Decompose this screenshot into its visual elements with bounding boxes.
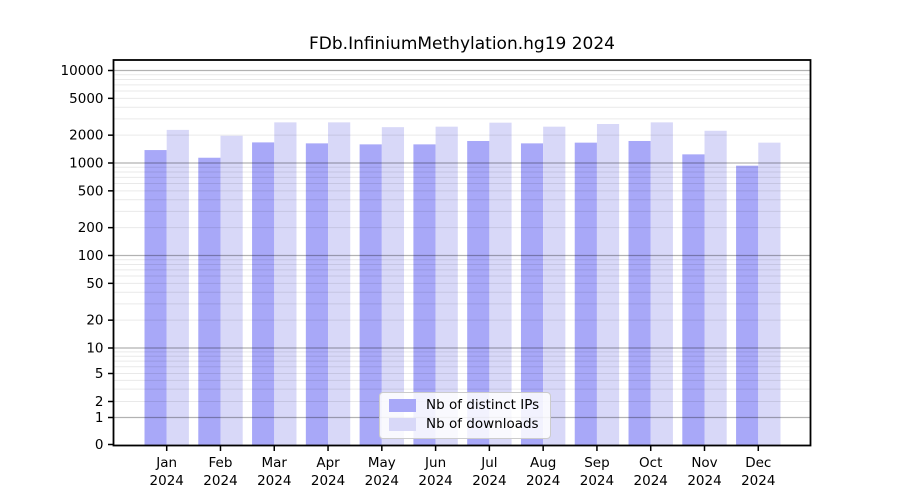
- x-tick-label-year: 2024: [203, 473, 237, 489]
- x-tick-label-month: Jan: [155, 455, 177, 471]
- bar-downloads-jun: [435, 126, 458, 446]
- bar-downloads-sep: [596, 124, 620, 446]
- x-tick-label-year: 2024: [687, 473, 721, 489]
- bar-downloads-apr: [328, 122, 351, 446]
- x-tick-label-month: Jun: [424, 455, 446, 471]
- x-tick-label-month: Mar: [262, 455, 288, 471]
- bar-downloads-mar: [274, 122, 297, 446]
- y-tick-label: 50: [86, 276, 103, 292]
- bar-distinct-ips-jan: [144, 150, 167, 446]
- bar-downloads-may: [381, 127, 405, 446]
- x-tick-label-month: Oct: [639, 455, 662, 471]
- bar-downloads-oct: [650, 122, 673, 446]
- y-tick-label: 2000: [69, 128, 103, 144]
- bar-downloads-jan: [166, 129, 189, 446]
- bar-distinct-ips-feb: [198, 157, 221, 446]
- y-tick-label: 500: [78, 183, 104, 199]
- legend-item-distinct-ips: Nb of distinct IPs: [389, 398, 539, 413]
- bar-distinct-ips-jul: [467, 140, 490, 446]
- chart-title: FDb.InfiniumMethylation.hg19 2024: [309, 34, 615, 54]
- x-tick-label-month: Feb: [209, 455, 233, 471]
- x-tick-label-year: 2024: [472, 473, 506, 489]
- y-tick-label: 10000: [61, 63, 104, 79]
- x-tick-label-year: 2024: [418, 473, 452, 489]
- bar-downloads-jul: [489, 122, 512, 446]
- x-tick-label-year: 2024: [741, 473, 775, 489]
- x-tick-label-year: 2024: [257, 473, 291, 489]
- x-tick-label-year: 2024: [526, 473, 560, 489]
- y-tick-label: 100: [78, 248, 104, 264]
- y-tick-label: 20: [86, 313, 103, 329]
- y-tick-label: 1000: [69, 156, 103, 172]
- y-tick-label: 200: [78, 220, 104, 236]
- legend-swatch-downloads-icon: [389, 418, 416, 431]
- y-tick-label: 5000: [69, 91, 103, 107]
- x-tick-label-year: 2024: [580, 473, 614, 489]
- bar-downloads-nov: [704, 130, 727, 446]
- x-tick-label-month: Sep: [584, 455, 609, 471]
- y-tick-label: 0: [95, 437, 104, 453]
- bar-downloads-aug: [543, 126, 566, 446]
- x-tick-label-month: Jul: [480, 455, 497, 471]
- legend-swatch-distinct-ips-icon: [389, 399, 416, 412]
- bar-distinct-ips-aug: [520, 143, 544, 446]
- x-tick-label-month: Nov: [691, 455, 717, 471]
- x-tick-label-month: Aug: [530, 455, 556, 471]
- x-tick-label-year: 2024: [365, 473, 399, 489]
- bar-distinct-ips-jun: [413, 144, 436, 446]
- legend-label-distinct-ips: Nb of distinct IPs: [426, 397, 540, 413]
- legend: Nb of distinct IPs Nb of downloads: [379, 392, 552, 439]
- legend-label-downloads: Nb of downloads: [426, 416, 539, 432]
- x-tick-label-year: 2024: [634, 473, 668, 489]
- x-tick-label-year: 2024: [150, 473, 184, 489]
- legend-item-downloads: Nb of downloads: [389, 417, 539, 432]
- bar-distinct-ips-apr: [305, 143, 329, 446]
- bar-downloads-dec: [758, 142, 781, 446]
- y-tick-label: 10: [86, 341, 103, 357]
- y-tick-label: 1: [95, 410, 104, 426]
- bar-downloads-feb: [220, 135, 243, 446]
- plot-border: [112, 59, 812, 447]
- bar-distinct-ips-mar: [252, 142, 275, 446]
- x-tick-label-month: May: [368, 455, 396, 471]
- x-tick-label-month: Apr: [316, 455, 340, 471]
- bar-distinct-ips-nov: [682, 154, 705, 446]
- y-tick-label: 5: [95, 366, 104, 382]
- x-tick-label-year: 2024: [311, 473, 345, 489]
- x-tick-label-month: Dec: [745, 455, 771, 471]
- bar-distinct-ips-oct: [628, 140, 651, 446]
- bar-distinct-ips-may: [359, 144, 382, 446]
- bar-distinct-ips-dec: [736, 165, 759, 446]
- y-tick-label: 2: [95, 394, 104, 410]
- bar-distinct-ips-sep: [574, 142, 597, 446]
